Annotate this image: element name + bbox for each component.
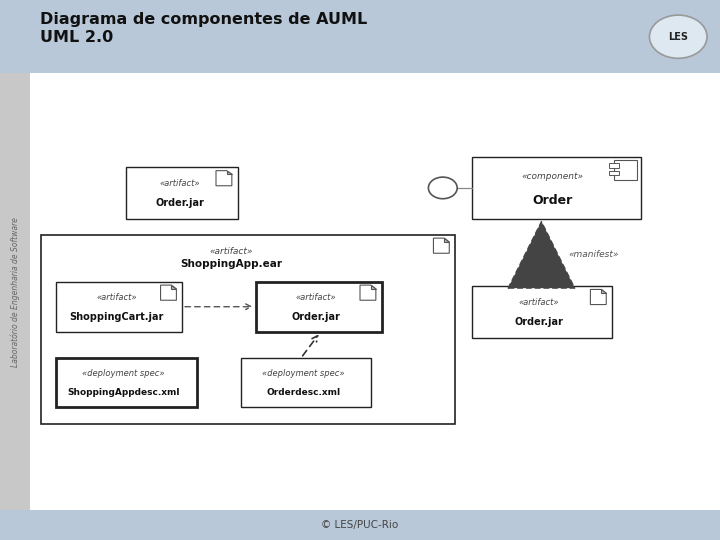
- Text: «artifact»: «artifact»: [159, 179, 200, 188]
- Text: LES: LES: [668, 32, 688, 42]
- Text: © LES/PUC-Rio: © LES/PUC-Rio: [321, 520, 399, 530]
- Text: Order.jar: Order.jar: [155, 198, 204, 208]
- Bar: [0, 73, 30, 510]
- Polygon shape: [161, 285, 176, 300]
- Text: «manifest»: «manifest»: [569, 251, 619, 259]
- Text: «artifact»: «artifact»: [210, 247, 253, 256]
- Text: Orderdesc.xml: Orderdesc.xml: [266, 388, 341, 396]
- Bar: [41, 235, 455, 424]
- Bar: [609, 171, 619, 176]
- Text: «deployment spec»: «deployment spec»: [82, 369, 165, 378]
- Bar: [56, 282, 182, 332]
- Text: «artifact»: «artifact»: [518, 298, 559, 307]
- Text: Order: Order: [533, 193, 573, 207]
- Polygon shape: [360, 285, 376, 300]
- Polygon shape: [227, 171, 232, 174]
- Text: Order.jar: Order.jar: [515, 317, 564, 327]
- Polygon shape: [216, 171, 232, 186]
- Bar: [241, 358, 371, 407]
- Bar: [0, 510, 720, 540]
- Bar: [614, 160, 637, 180]
- Bar: [609, 164, 619, 168]
- Bar: [472, 157, 641, 219]
- Text: Diagrama de componentes de AUML: Diagrama de componentes de AUML: [40, 12, 367, 27]
- Bar: [30, 73, 720, 510]
- Polygon shape: [171, 285, 176, 289]
- Text: «artifact»: «artifact»: [96, 293, 137, 302]
- Text: «component»: «component»: [522, 172, 584, 181]
- Bar: [256, 282, 382, 332]
- Polygon shape: [433, 238, 449, 253]
- Text: UML 2.0: UML 2.0: [40, 30, 113, 45]
- Text: «artifact»: «artifact»: [296, 293, 336, 302]
- Text: Laboratório de Engenharia de Software: Laboratório de Engenharia de Software: [10, 217, 20, 367]
- Text: ShoppingAppdesc.xml: ShoppingAppdesc.xml: [67, 388, 180, 396]
- Polygon shape: [590, 289, 606, 305]
- Polygon shape: [444, 238, 449, 242]
- Bar: [126, 167, 238, 219]
- Text: Order.jar: Order.jar: [292, 312, 341, 322]
- Circle shape: [649, 15, 707, 58]
- Text: «deployment spec»: «deployment spec»: [262, 369, 345, 378]
- Bar: [0, 0, 720, 73]
- Bar: [472, 286, 612, 338]
- Text: ShoppingApp.ear: ShoppingApp.ear: [181, 259, 282, 269]
- Polygon shape: [371, 285, 376, 289]
- Polygon shape: [601, 289, 606, 293]
- Circle shape: [428, 177, 457, 199]
- Bar: [56, 358, 197, 407]
- Text: ShoppingCart.jar: ShoppingCart.jar: [69, 312, 164, 322]
